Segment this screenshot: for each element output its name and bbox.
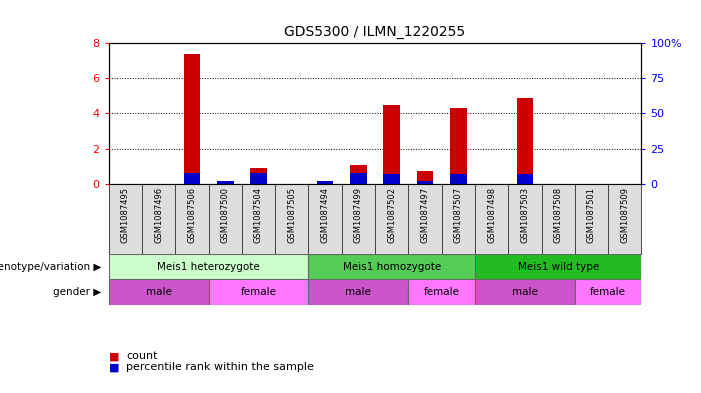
Text: GSM1087509: GSM1087509 [620,187,629,243]
Bar [250,173,267,184]
Bar [416,181,433,184]
Bar [383,105,400,184]
Text: male: male [146,287,172,297]
Bar [308,254,475,279]
Text: Meis1 homozygote: Meis1 homozygote [343,262,441,272]
Bar [575,279,641,305]
Bar [350,173,367,184]
Text: female: female [240,287,276,297]
Bar [109,254,308,279]
Text: GSM1087506: GSM1087506 [187,187,196,243]
Text: GSM1087508: GSM1087508 [554,187,563,243]
Bar [250,168,267,184]
Text: GSM1087502: GSM1087502 [387,187,396,243]
Text: GSM1087499: GSM1087499 [354,187,363,243]
Text: percentile rank within the sample: percentile rank within the sample [126,362,314,373]
Text: GSM1087497: GSM1087497 [421,187,430,243]
Text: male: male [346,287,372,297]
Text: GDS5300 / ILMN_1220255: GDS5300 / ILMN_1220255 [285,25,465,39]
Text: count: count [126,351,158,362]
Text: GSM1087500: GSM1087500 [221,187,230,243]
Bar [450,108,467,184]
Bar [416,171,433,184]
Text: female: female [590,287,626,297]
Bar [184,173,200,184]
Text: GSM1087504: GSM1087504 [254,187,263,243]
Bar [109,279,209,305]
Bar [217,181,233,184]
Text: male: male [512,287,538,297]
Text: GSM1087494: GSM1087494 [320,187,329,243]
Bar [308,279,409,305]
Text: GSM1087496: GSM1087496 [154,187,163,243]
Text: GSM1087507: GSM1087507 [454,187,463,243]
Bar [517,174,533,184]
Text: GSM1087501: GSM1087501 [587,187,596,243]
Text: Meis1 wild type: Meis1 wild type [517,262,599,272]
Text: ■: ■ [109,362,119,373]
Bar [184,54,200,184]
Text: Meis1 heterozygote: Meis1 heterozygote [157,262,260,272]
Bar [317,181,334,184]
Text: ■: ■ [109,351,119,362]
Text: GSM1087498: GSM1087498 [487,187,496,243]
Bar [409,279,475,305]
Bar [209,279,308,305]
Bar [475,279,575,305]
Bar [383,174,400,184]
Text: GSM1087495: GSM1087495 [121,187,130,243]
Text: GSM1087505: GSM1087505 [287,187,297,243]
Text: gender ▶: gender ▶ [53,287,102,297]
Bar [450,174,467,184]
Text: GSM1087503: GSM1087503 [520,187,529,243]
Bar [350,165,367,184]
Bar [517,98,533,184]
Text: female: female [423,287,460,297]
Text: genotype/variation ▶: genotype/variation ▶ [0,262,102,272]
Bar [475,254,641,279]
